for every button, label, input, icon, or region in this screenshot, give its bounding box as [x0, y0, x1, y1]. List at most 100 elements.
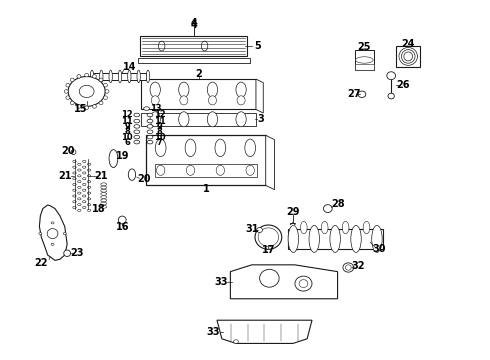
Text: 23: 23: [70, 248, 84, 258]
Ellipse shape: [99, 101, 103, 105]
Ellipse shape: [101, 205, 107, 208]
Text: 20: 20: [61, 146, 74, 156]
Ellipse shape: [87, 175, 91, 177]
Ellipse shape: [179, 112, 189, 127]
Ellipse shape: [147, 135, 153, 139]
Ellipse shape: [201, 41, 208, 51]
Ellipse shape: [147, 125, 153, 128]
Ellipse shape: [66, 84, 70, 87]
Ellipse shape: [77, 175, 81, 177]
Bar: [355, 64, 374, 70]
Ellipse shape: [109, 70, 112, 83]
Ellipse shape: [79, 85, 94, 98]
Text: 18: 18: [92, 204, 106, 214]
Ellipse shape: [262, 231, 275, 243]
Ellipse shape: [105, 90, 109, 93]
Ellipse shape: [70, 101, 74, 105]
Text: 17: 17: [262, 245, 275, 255]
Polygon shape: [230, 265, 338, 299]
Text: 1: 1: [203, 184, 209, 194]
Text: 4: 4: [191, 19, 197, 30]
Ellipse shape: [82, 160, 86, 162]
Ellipse shape: [144, 107, 149, 111]
Text: 9: 9: [124, 122, 130, 131]
Text: 21: 21: [94, 171, 107, 181]
Ellipse shape: [208, 96, 217, 105]
Text: 24: 24: [401, 39, 415, 49]
Text: 15: 15: [74, 104, 87, 113]
Ellipse shape: [77, 169, 81, 171]
Ellipse shape: [156, 165, 165, 175]
Ellipse shape: [404, 52, 413, 61]
Bar: [90, 73, 147, 80]
Ellipse shape: [215, 139, 226, 157]
Bar: [142, 79, 256, 109]
Bar: [396, 46, 420, 67]
Text: 8: 8: [157, 127, 163, 136]
Text: 7: 7: [157, 138, 163, 147]
Ellipse shape: [73, 201, 76, 203]
Text: 25: 25: [358, 42, 371, 52]
Ellipse shape: [363, 221, 370, 234]
Ellipse shape: [103, 84, 107, 87]
Ellipse shape: [77, 105, 81, 108]
Ellipse shape: [51, 243, 54, 246]
Ellipse shape: [77, 163, 81, 165]
Ellipse shape: [356, 57, 373, 63]
Ellipse shape: [351, 225, 361, 252]
Ellipse shape: [64, 90, 68, 93]
Text: 13: 13: [150, 104, 162, 113]
Bar: [155, 164, 257, 177]
Ellipse shape: [118, 70, 122, 83]
Text: 27: 27: [347, 89, 361, 99]
Ellipse shape: [134, 140, 140, 144]
Ellipse shape: [82, 189, 86, 191]
Ellipse shape: [207, 112, 218, 127]
Polygon shape: [39, 205, 67, 260]
Ellipse shape: [180, 96, 188, 105]
Ellipse shape: [99, 78, 103, 82]
Ellipse shape: [128, 70, 131, 83]
Polygon shape: [217, 320, 312, 343]
Ellipse shape: [150, 82, 160, 97]
Ellipse shape: [257, 228, 263, 233]
Ellipse shape: [101, 189, 107, 192]
Ellipse shape: [186, 165, 195, 175]
Ellipse shape: [343, 263, 354, 272]
Text: 6: 6: [124, 138, 130, 147]
Ellipse shape: [147, 130, 153, 134]
Ellipse shape: [155, 139, 166, 157]
Ellipse shape: [103, 96, 107, 99]
Text: 22: 22: [35, 258, 48, 268]
Ellipse shape: [234, 340, 239, 343]
Ellipse shape: [73, 195, 76, 197]
Polygon shape: [266, 135, 274, 190]
Text: 10: 10: [154, 132, 166, 141]
Ellipse shape: [101, 202, 107, 205]
Ellipse shape: [77, 186, 81, 188]
Ellipse shape: [388, 93, 394, 99]
Text: 31: 31: [245, 224, 259, 234]
Ellipse shape: [77, 75, 81, 78]
Text: 5: 5: [254, 41, 261, 51]
Ellipse shape: [68, 76, 105, 106]
Ellipse shape: [73, 166, 76, 168]
Ellipse shape: [128, 169, 136, 180]
Text: 28: 28: [332, 199, 345, 209]
Ellipse shape: [77, 192, 81, 194]
Text: 29: 29: [286, 207, 299, 217]
Ellipse shape: [70, 78, 74, 82]
Ellipse shape: [51, 222, 54, 224]
Ellipse shape: [87, 169, 91, 171]
Ellipse shape: [309, 225, 319, 252]
Text: 9: 9: [157, 122, 163, 131]
Ellipse shape: [321, 221, 328, 234]
Ellipse shape: [237, 96, 245, 105]
Ellipse shape: [372, 225, 382, 252]
Ellipse shape: [39, 233, 42, 235]
Ellipse shape: [258, 228, 279, 247]
Ellipse shape: [260, 269, 279, 287]
Ellipse shape: [87, 192, 91, 194]
Ellipse shape: [245, 139, 256, 157]
Ellipse shape: [134, 135, 140, 139]
